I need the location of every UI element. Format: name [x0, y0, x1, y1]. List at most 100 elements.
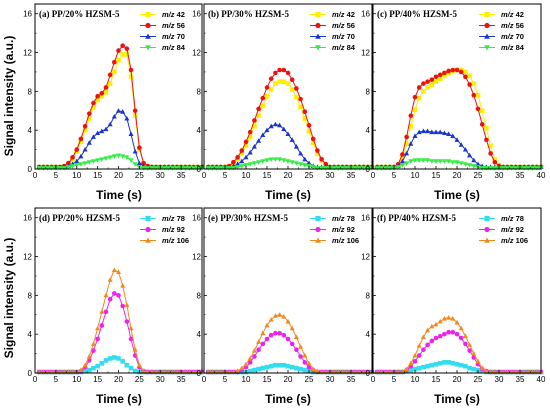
data-point-a-70 — [111, 113, 117, 119]
data-point-a-70 — [103, 126, 109, 132]
data-point-e-92 — [256, 347, 261, 353]
data-point-b-84 — [256, 160, 262, 165]
data-point-c-70 — [467, 152, 473, 158]
data-point-a-70 — [124, 115, 130, 121]
data-point-c-56 — [404, 134, 409, 140]
data-point-c-70 — [404, 150, 410, 156]
legend-marker-c-42 — [484, 11, 490, 18]
legend-prefix: m/z — [332, 225, 347, 234]
x-tick-label-b: 35 — [347, 171, 356, 180]
y-tick-label-b: 16 — [192, 10, 201, 19]
panel-e: 0 5 10 15 20 25 30 35 0 4 8 12 16 (e) PP/30% HZSM-5 m/… — [192, 207, 375, 384]
data-point-b-70 — [285, 131, 291, 137]
legend-label-b-42: m/z 42 — [332, 10, 355, 19]
data-point-a-84 — [128, 158, 134, 163]
x-tick-label-b: 0 — [202, 171, 207, 180]
data-point-e-106 — [264, 322, 270, 328]
data-point-f-106 — [462, 333, 468, 339]
data-point-d-106 — [124, 302, 130, 308]
x-tick-label-f: 35 — [516, 375, 525, 384]
data-point-a-84 — [174, 166, 180, 171]
data-point-b-70 — [239, 158, 245, 164]
series-line-c-84 — [377, 159, 541, 169]
legend-prefix: m/z — [332, 214, 347, 223]
data-point-a-56 — [78, 136, 84, 142]
data-point-d-106 — [128, 325, 134, 331]
data-point-b-84 — [344, 166, 350, 171]
legend-label-d-92: m/z 92 — [162, 225, 185, 234]
data-point-a-84 — [195, 166, 201, 171]
data-point-c-84 — [483, 166, 489, 171]
y-tick-label-a: 0 — [28, 165, 33, 174]
series-f-92 — [374, 329, 544, 375]
data-point-b-56 — [281, 67, 287, 73]
x-axis-label-f: Time (s) — [434, 392, 480, 406]
data-point-f-106 — [433, 321, 439, 327]
data-point-c-56 — [450, 67, 456, 73]
data-point-b-42 — [256, 113, 261, 118]
legend-marker-e-106 — [315, 237, 321, 243]
data-point-c-56 — [437, 72, 443, 78]
data-point-a-84 — [149, 166, 155, 171]
data-point-b-42 — [281, 79, 287, 84]
legend-prefix: m/z — [162, 10, 177, 19]
data-point-f-78 — [442, 360, 447, 365]
y-tick-label-b: 12 — [192, 49, 201, 58]
legend-item-c-84: m/z 84 — [479, 43, 525, 52]
legend-prefix: m/z — [501, 10, 516, 19]
data-point-c-56 — [446, 68, 451, 74]
series-line-a-70 — [39, 110, 202, 168]
legend-value: 70 — [516, 32, 524, 41]
data-point-c-84 — [450, 160, 456, 165]
data-point-f-78 — [437, 360, 443, 366]
data-point-b-56 — [302, 109, 308, 115]
data-point-a-84 — [61, 166, 67, 171]
data-point-c-42 — [429, 82, 435, 87]
legend-item-e-106: m/z 106 — [310, 236, 359, 245]
legend-value: 56 — [347, 21, 355, 30]
data-point-c-84 — [488, 166, 494, 171]
data-point-b-56 — [285, 70, 291, 76]
data-point-c-42 — [408, 123, 414, 129]
data-point-c-42 — [492, 156, 498, 162]
legend-label-b-84: m/z 84 — [332, 43, 356, 52]
x-tick-label-d: 30 — [156, 375, 165, 384]
data-point-b-84 — [293, 161, 299, 166]
legend-label-e-78: m/z 78 — [332, 214, 355, 223]
data-point-c-70 — [412, 133, 418, 138]
legend-item-b-70: m/z 70 — [310, 32, 355, 41]
data-point-b-84 — [209, 166, 215, 171]
data-point-b-84 — [289, 160, 295, 165]
panel-a: 0 5 10 15 20 25 30 35 0 4 8 12 16 (a) PP/20% HZSM-5 m/… — [23, 3, 205, 180]
y-tick-label-a: 4 — [28, 126, 33, 135]
data-point-c-84 — [433, 159, 439, 164]
x-tick-label-c: 40 — [537, 171, 546, 180]
data-point-b-42 — [277, 79, 282, 84]
x-tick-label-c: 10 — [411, 171, 420, 180]
y-tick-label-c: 0 — [366, 165, 371, 174]
data-point-f-78 — [416, 365, 422, 371]
data-point-b-56 — [231, 159, 236, 165]
data-point-c-84 — [383, 166, 389, 171]
data-point-a-56 — [82, 123, 88, 129]
data-point-f-78 — [454, 361, 460, 367]
data-point-b-84 — [323, 166, 329, 171]
data-point-d-78 — [91, 365, 96, 371]
data-point-e-106 — [285, 318, 291, 324]
legend-item-e-78: m/z 78 — [310, 214, 355, 223]
panel-title-f: (f) PP/40% HZSM-5 — [377, 213, 456, 223]
legend-item-b-84: m/z 84 — [310, 43, 356, 52]
data-point-e-92 — [281, 332, 287, 338]
data-point-e-78 — [268, 363, 274, 369]
data-point-c-56 — [412, 94, 418, 100]
data-point-e-106 — [256, 339, 262, 344]
data-point-b-56 — [247, 129, 253, 135]
data-point-f-78 — [467, 365, 472, 371]
data-point-b-56 — [243, 139, 249, 145]
data-point-a-56 — [120, 43, 125, 49]
data-point-c-70 — [420, 128, 426, 134]
data-point-f-92 — [433, 335, 439, 341]
data-point-a-70 — [115, 108, 122, 113]
data-point-c-56 — [421, 81, 426, 86]
series-c-56 — [374, 67, 544, 170]
